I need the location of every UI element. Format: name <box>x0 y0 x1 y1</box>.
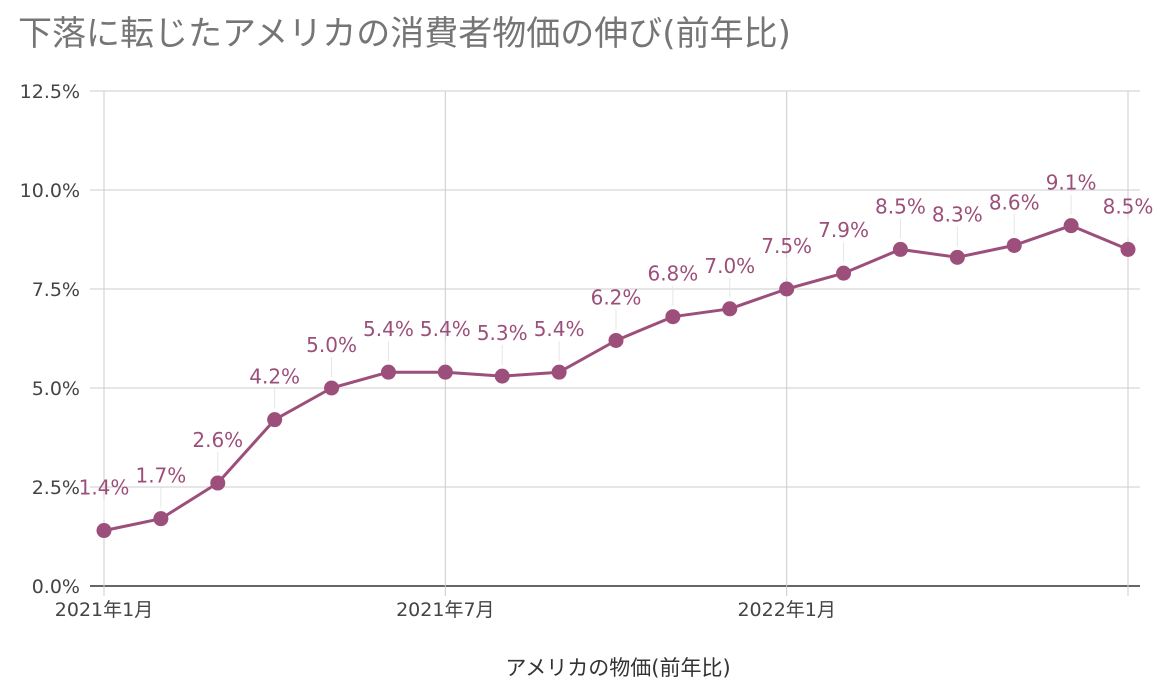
x-tick-label: 2022年1月 <box>737 599 835 621</box>
data-label: 8.6% <box>989 190 1040 214</box>
grid-layer <box>90 90 1140 596</box>
data-point <box>380 364 396 380</box>
data-point <box>267 412 283 428</box>
data-point <box>153 511 169 527</box>
x-tick-label: 2021年1月 <box>55 599 153 621</box>
data-label: 8.5% <box>875 194 926 218</box>
y-tick-label: 10.0% <box>20 180 80 202</box>
data-label: 5.4% <box>420 317 471 341</box>
series-layer: 1.4% 1.7%2.6%4.2%5.0%5.4% 5.4% 5.3% 5.4%6.2%… <box>79 171 1154 539</box>
data-label: 6.2% <box>591 285 642 309</box>
y-tick-label: 5.0% <box>32 378 80 400</box>
axis-layer: 0.0% 2.5% 5.0% 7.5% 10.0% 12.5% 2021年1月 2021年7月… <box>20 81 836 621</box>
x-axis-title: アメリカの物価(前年比) <box>505 656 731 680</box>
y-tick-label: 2.5% <box>32 477 80 499</box>
data-point <box>665 309 681 325</box>
data-point <box>324 380 340 396</box>
data-point <box>437 364 453 380</box>
data-label: 8.5% <box>1103 194 1154 218</box>
data-point <box>1120 241 1136 257</box>
data-label: 6.8% <box>647 262 698 286</box>
data-label: 8.3% <box>932 202 983 226</box>
data-label: 4.2% <box>249 365 300 389</box>
data-point <box>836 265 852 281</box>
x-tick-label: 2021年7月 <box>396 599 494 621</box>
data-point <box>494 368 510 384</box>
y-tick-label: 12.5% <box>20 81 80 103</box>
data-point <box>892 241 908 257</box>
data-label: 7.5% <box>761 234 812 258</box>
data-point <box>96 523 112 539</box>
data-label: 1.4% <box>79 476 130 500</box>
data-label: 7.0% <box>704 254 755 278</box>
y-tick-label: 7.5% <box>32 279 80 301</box>
chart-title: 下落に転じたアメリカの消費者物価の伸び(前年比) <box>18 14 791 54</box>
data-label: 7.9% <box>818 218 869 242</box>
y-tick-label: 0.0% <box>32 576 80 598</box>
data-point <box>779 281 795 297</box>
data-label: 5.4% <box>534 317 585 341</box>
data-point <box>551 364 567 380</box>
data-point <box>210 475 226 491</box>
data-point <box>949 249 965 265</box>
data-point <box>722 301 738 317</box>
data-label: 5.0% <box>306 333 357 357</box>
data-label: 9.1% <box>1046 171 1097 195</box>
data-label: 2.6% <box>192 428 243 452</box>
data-label: 5.3% <box>477 321 528 345</box>
data-point <box>608 332 624 348</box>
data-label: 1.7% <box>135 464 186 488</box>
data-label: 5.4% <box>363 317 414 341</box>
data-point <box>1063 218 1079 234</box>
data-point <box>1006 237 1022 253</box>
